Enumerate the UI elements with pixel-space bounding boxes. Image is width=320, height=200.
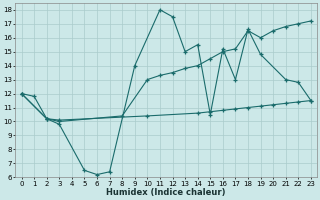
X-axis label: Humidex (Indice chaleur): Humidex (Indice chaleur) bbox=[107, 188, 226, 197]
